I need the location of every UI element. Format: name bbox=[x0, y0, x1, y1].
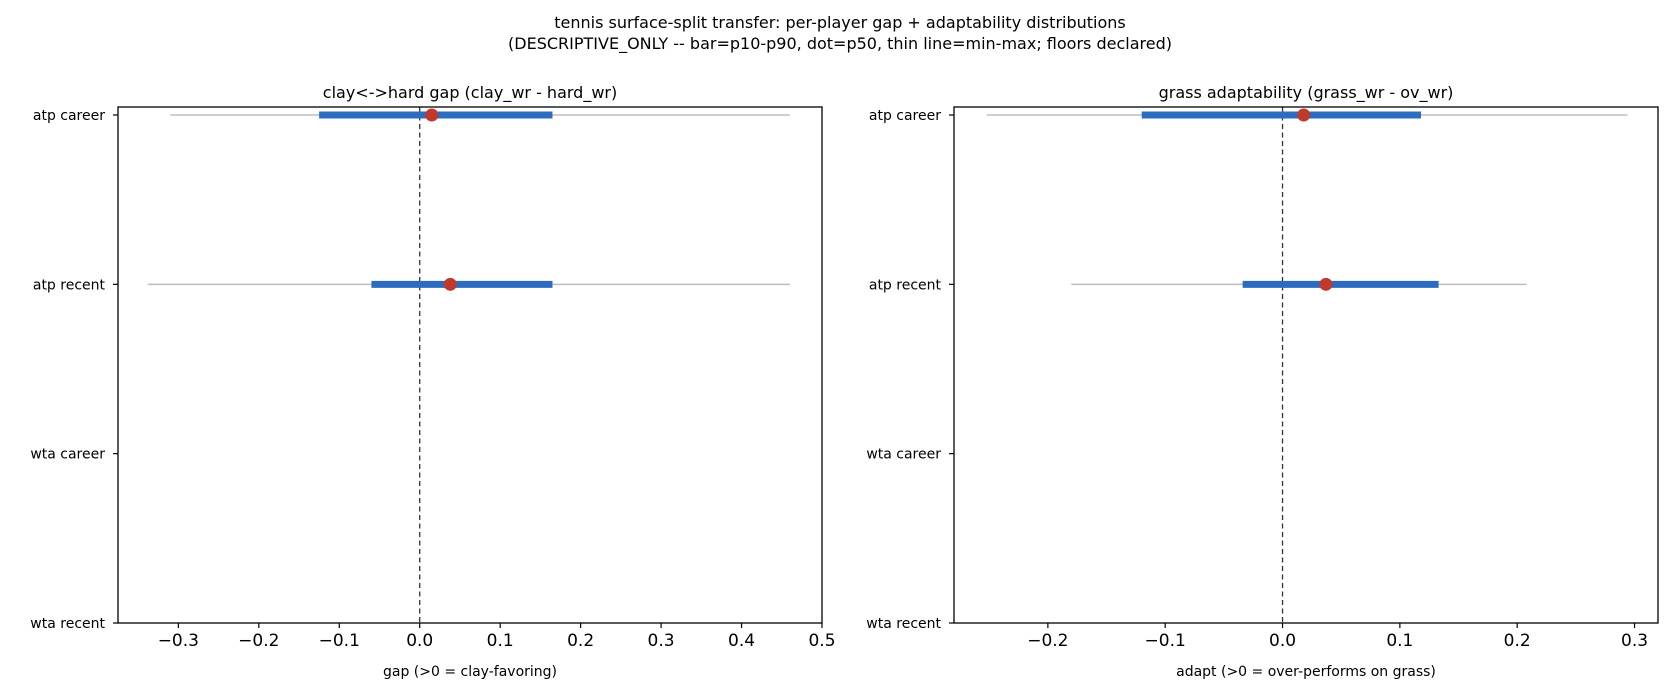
p50-dot bbox=[1297, 108, 1311, 122]
p50-dot bbox=[443, 277, 457, 291]
axes-frame bbox=[953, 106, 1659, 624]
y-tick-label: wta career bbox=[866, 447, 941, 463]
y-tick-label: atp recent bbox=[869, 277, 942, 293]
x-tick-label: 0.2 bbox=[1504, 631, 1531, 651]
x-tick-label: −0.1 bbox=[1145, 631, 1186, 651]
x-tick-label: 0.2 bbox=[567, 631, 594, 651]
x-tick-label: 0.0 bbox=[1269, 631, 1296, 651]
chart-title: clay<->hard gap (clay_wr - hard_wr) bbox=[323, 83, 617, 103]
x-tick-label: −0.1 bbox=[319, 631, 360, 651]
y-tick-label: atp career bbox=[33, 108, 105, 124]
x-tick-label: 0.4 bbox=[728, 631, 755, 651]
y-tick-label: wta recent bbox=[866, 616, 941, 632]
chart-title: grass adaptability (grass_wr - ov_wr) bbox=[1159, 83, 1454, 103]
axes-frame bbox=[117, 106, 823, 624]
figure-title-line-1: tennis surface-split transfer: per-playe… bbox=[554, 13, 1126, 32]
chart-panel-1: −0.3 −0.2 −0.1 0.0 0.1 0.2 0.3 0.4 0.5 atp career… bbox=[30, 83, 835, 680]
x-tick-label: 0.0 bbox=[406, 631, 433, 651]
x-tick-label: 0.3 bbox=[648, 631, 675, 651]
x-tick-label: 0.5 bbox=[808, 631, 835, 651]
y-tick-label: wta recent bbox=[30, 616, 105, 632]
x-tick-label: −0.2 bbox=[1027, 631, 1068, 651]
p50-dot bbox=[425, 108, 439, 122]
chart-panel-2: −0.2 −0.1 0.0 0.1 0.2 0.3 atp career atp recent… bbox=[866, 83, 1659, 680]
x-axis-label: gap (>0 = clay-favoring) bbox=[383, 664, 557, 680]
y-tick-label: atp career bbox=[869, 108, 941, 124]
x-tick-label: −0.2 bbox=[238, 631, 279, 651]
p50-dot bbox=[1319, 277, 1333, 291]
y-tick-label: wta career bbox=[30, 447, 105, 463]
x-tick-label: −0.3 bbox=[158, 631, 199, 651]
x-tick-label: 0.3 bbox=[1621, 631, 1648, 651]
y-tick-label: atp recent bbox=[33, 277, 106, 293]
x-tick-label: 0.1 bbox=[487, 631, 514, 651]
figure-title: tennis surface-split transfer: per-playe… bbox=[0, 12, 1680, 54]
figure-title-line-2: (DESCRIPTIVE_ONLY -- bar=p10-p90, dot=p5… bbox=[508, 34, 1172, 53]
x-tick-label: 0.1 bbox=[1386, 631, 1413, 651]
x-axis-label: adapt (>0 = over-performs on grass) bbox=[1176, 664, 1436, 680]
